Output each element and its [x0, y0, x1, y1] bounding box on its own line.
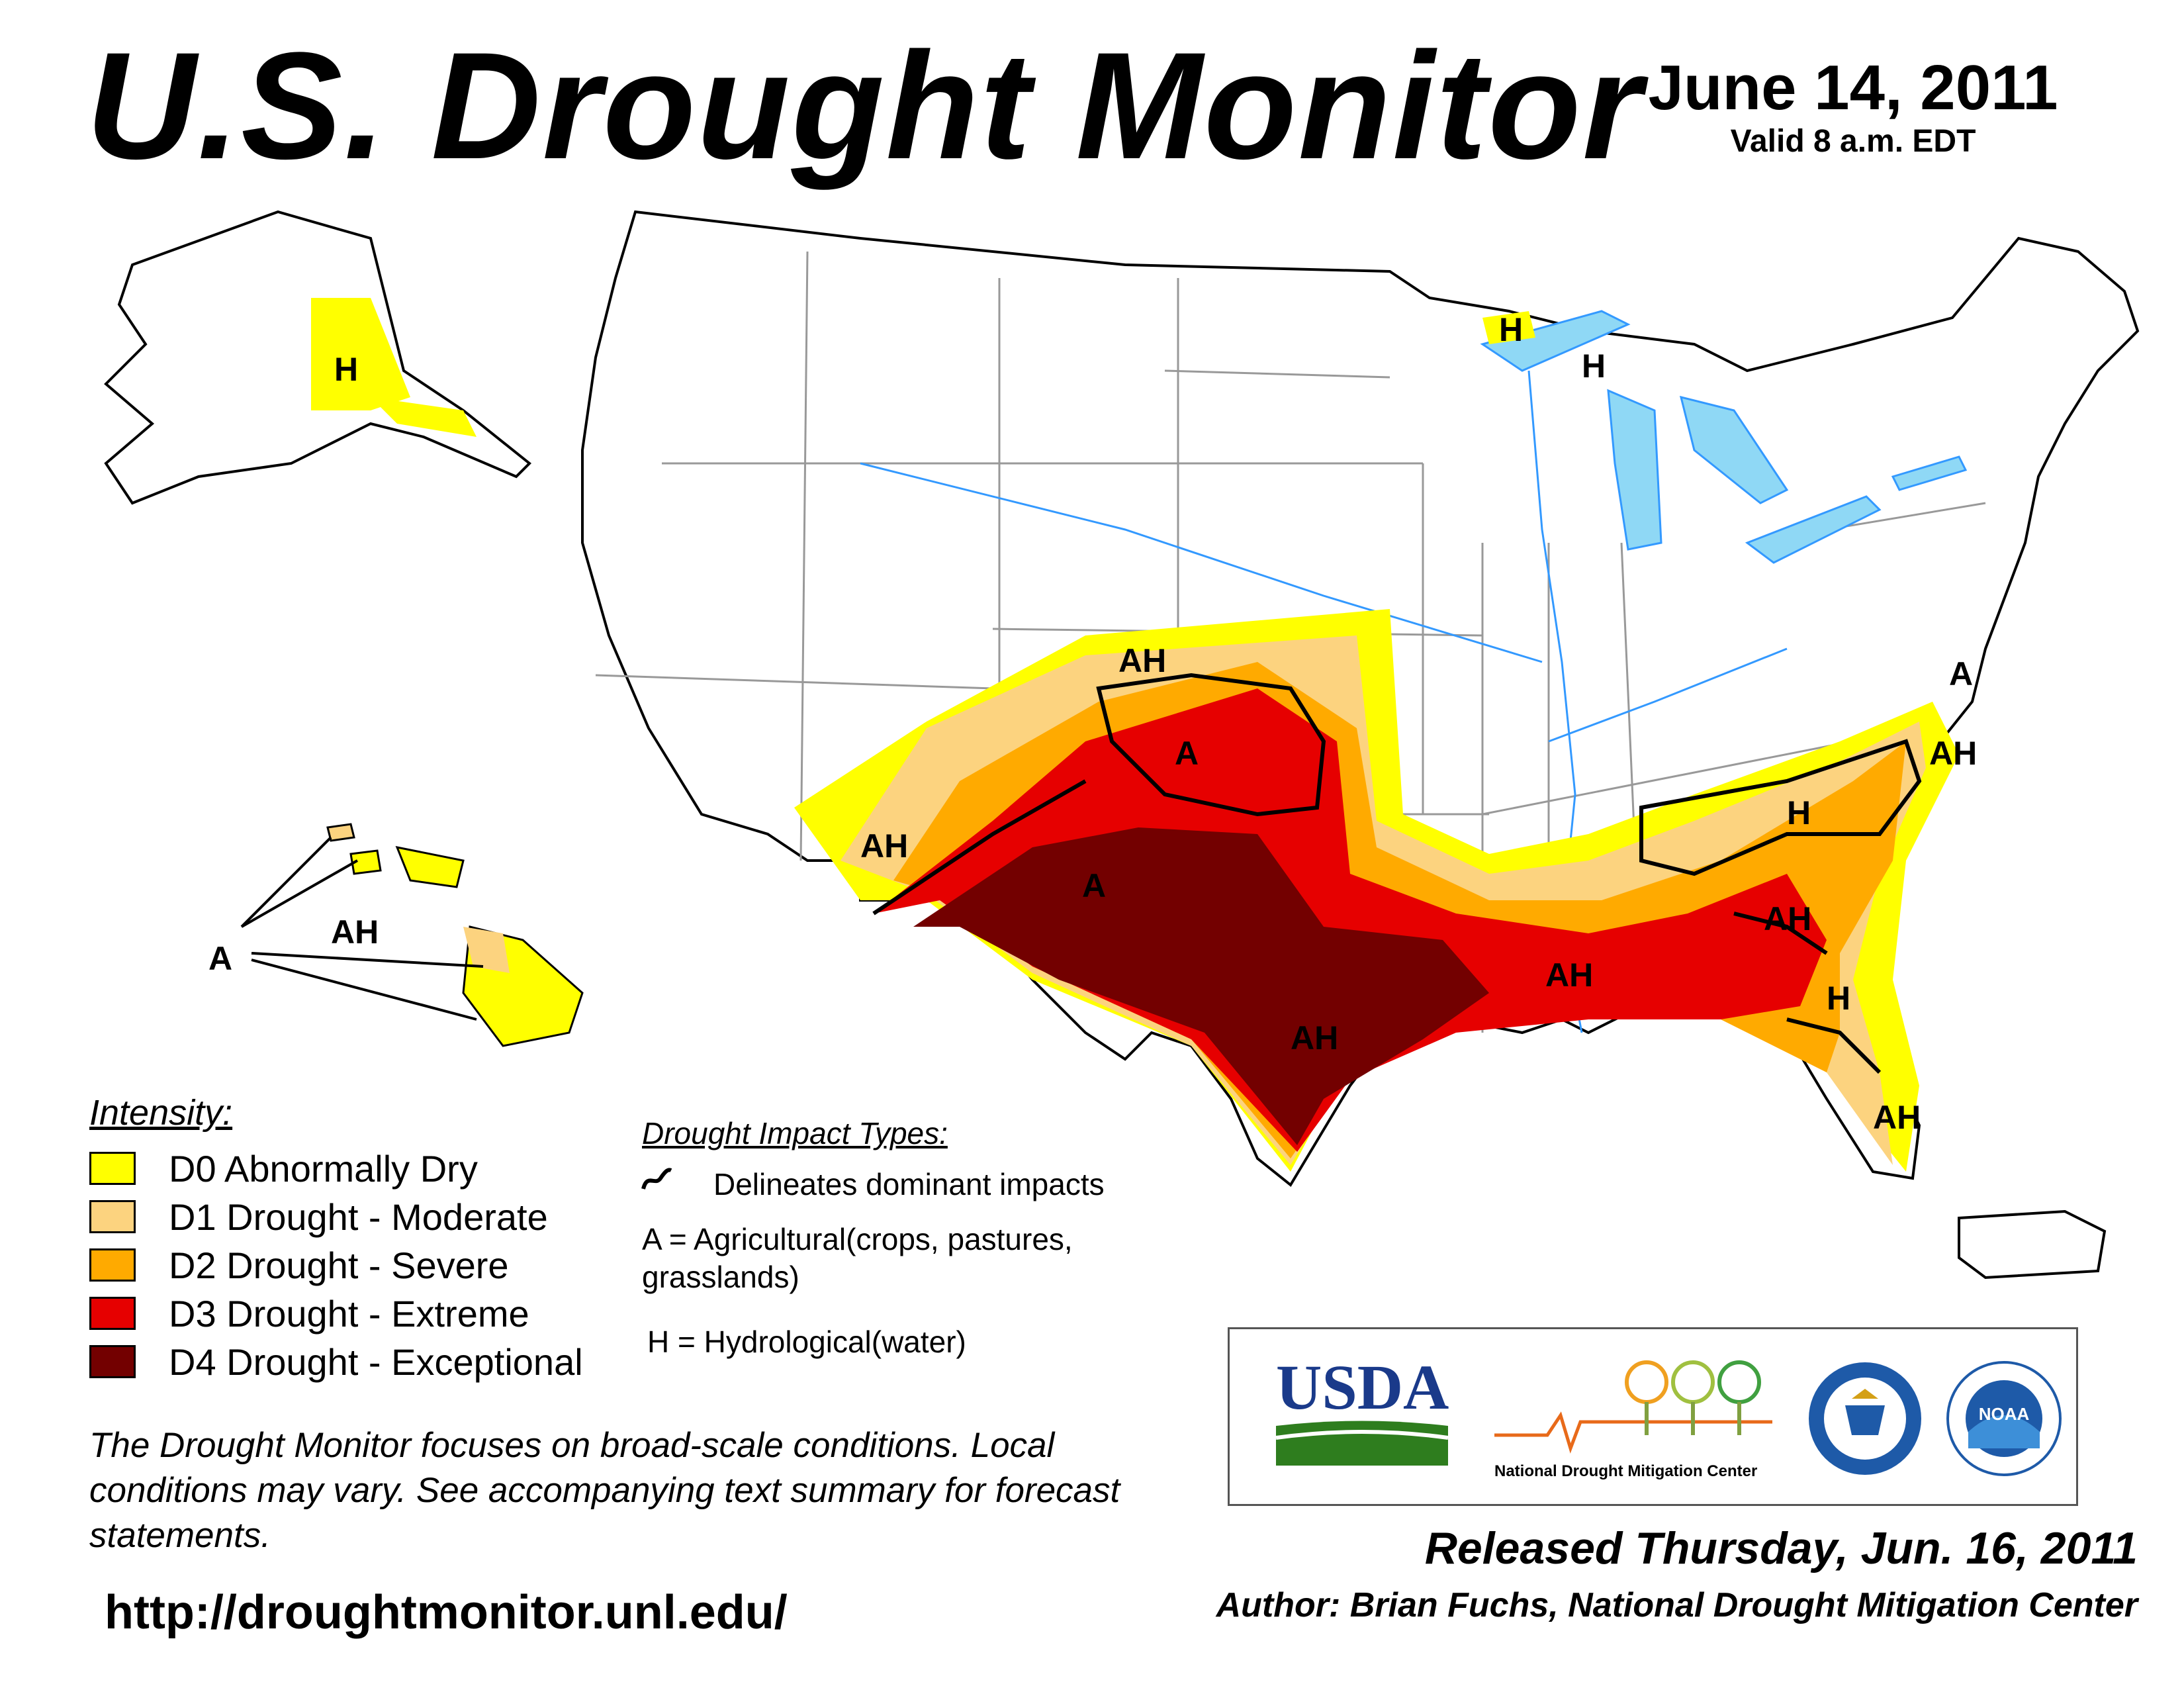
drought-areas: [794, 311, 1959, 1172]
label-minnesota-h: H: [1499, 311, 1523, 348]
usda-field-icon: [1275, 1421, 1449, 1466]
delineation-line-icon: [641, 1168, 672, 1190]
author-credit: Author: Brian Fuchs, National Drought Mi…: [1216, 1586, 2138, 1624]
ndmc-label: National Drought Mitigation Center: [1494, 1462, 1758, 1480]
d4-area-south: [913, 827, 1489, 1145]
label-michigan-h: H: [1582, 348, 1606, 385]
map-date: June 14, 2011: [1648, 52, 2058, 123]
ndmc-logo: National Drought Mitigation Center: [1494, 1356, 1772, 1488]
label-northcarolina-ah: AH: [1929, 735, 1977, 772]
noaa-logo-icon: NOAA: [1946, 1361, 2062, 1476]
label-hawaii-a: A: [208, 940, 232, 977]
label-florida-ah: AH: [1873, 1099, 1921, 1136]
legend-swatch-d4: [89, 1345, 136, 1378]
legend-title: Intensity:: [89, 1093, 233, 1133]
legend-label-d4: D4 Drought - Exceptional: [169, 1340, 583, 1383]
legend-item-d1: D1 Drought - Moderate: [89, 1196, 548, 1238]
noaa-label: NOAA: [1979, 1404, 2030, 1424]
department-of-commerce-seal-icon: [1809, 1362, 1921, 1475]
puerto-rico: [1958, 1209, 2107, 1280]
label-hawaii-ah: AH: [331, 914, 379, 951]
disclaimer-note: The Drought Monitor focuses on broad-sca…: [89, 1426, 1120, 1555]
partner-logos: USDA National Drought Mitigation Center …: [1228, 1327, 2078, 1506]
label-alaska-h: H: [334, 351, 358, 388]
hawaii: [240, 823, 584, 1047]
impact-lines: [872, 673, 1922, 1074]
great-lakes: [1480, 310, 1968, 564]
usda-wordmark: USDA: [1276, 1352, 1449, 1423]
legend-swatch-d1: [89, 1200, 136, 1233]
legend-swatch-d0: [89, 1152, 136, 1185]
impact-agricultural-2: grasslands): [642, 1260, 799, 1294]
legend-label-d0: D0 Abnormally Dry: [169, 1147, 478, 1190]
d0-area-northmn: [1482, 311, 1535, 344]
usda-logo: USDA: [1275, 1352, 1449, 1469]
label-texas-ah: AH: [1291, 1019, 1338, 1056]
impact-delineates: Delineates dominant impacts: [713, 1167, 1105, 1201]
legend-swatch-d2: [89, 1248, 136, 1282]
map-title: U.S. Drought Monitor: [86, 21, 1643, 191]
legend-item-d2: D2 Drought - Severe: [89, 1244, 509, 1286]
impact-hydrological: H = Hydrological(water): [647, 1325, 966, 1359]
release-date: Released Thursday, Jun. 16, 2011: [1424, 1523, 2138, 1573]
label-louisiana-ah: AH: [1545, 957, 1593, 994]
legend-label-d1: D1 Drought - Moderate: [169, 1196, 548, 1238]
label-georgia-ah: AH: [1764, 900, 1811, 937]
legend-label-d2: D2 Drought - Severe: [169, 1244, 509, 1286]
label-colorado-ah: AH: [1118, 642, 1166, 679]
legend-item-d4: D4 Drought - Exceptional: [89, 1340, 583, 1383]
valid-time: Valid 8 a.m. EDT: [1730, 124, 1976, 159]
label-florida-h: H: [1827, 980, 1850, 1017]
legend-swatch-d3: [89, 1297, 136, 1330]
label-kansas-a: A: [1175, 735, 1199, 772]
impact-agricultural-1: A = Agricultural(crops, pastures,: [642, 1222, 1073, 1256]
label-southwest-ah: AH: [860, 827, 908, 865]
ndmc-trees-icon: [1494, 1360, 1772, 1454]
label-newmexico-a: A: [1082, 867, 1106, 904]
legend-item-d3: D3 Drought - Extreme: [89, 1292, 529, 1335]
label-delmarva-a: A: [1949, 655, 1973, 692]
website-url[interactable]: http://droughtmonitor.unl.edu/: [105, 1586, 788, 1639]
impact-types-title: Drought Impact Types:: [642, 1116, 948, 1150]
label-carolina-h: H: [1787, 794, 1811, 831]
d3-area-south: [874, 688, 1827, 1152]
alaska: [104, 210, 531, 505]
legend-label-d3: D3 Drought - Extreme: [169, 1292, 529, 1335]
legend-item-d0: D0 Abnormally Dry: [89, 1147, 478, 1190]
